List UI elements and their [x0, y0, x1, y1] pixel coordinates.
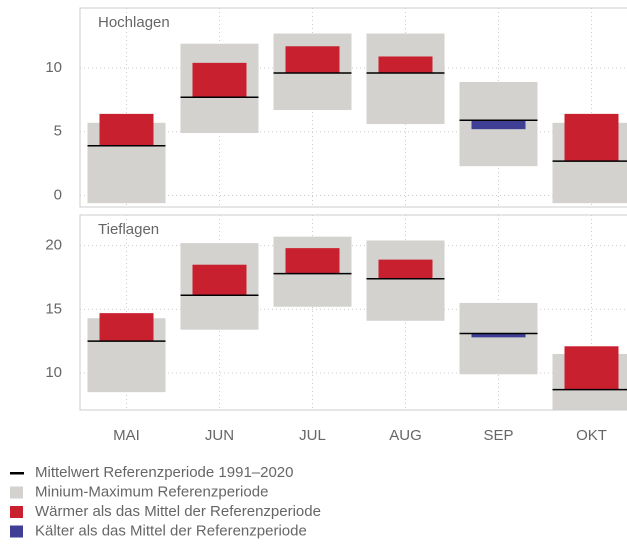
x-tick-label: MAI: [113, 427, 140, 444]
observed-bar: [192, 62, 247, 98]
y-tick-label: 10: [45, 364, 62, 381]
y-tick-label: 10: [45, 59, 62, 76]
x-tick-label: JUN: [205, 427, 234, 444]
x-tick-label: JUL: [299, 427, 326, 444]
legend-swatch: [10, 472, 24, 475]
observed-bar: [471, 120, 526, 130]
panel-title: Hochlagen: [98, 14, 170, 31]
y-tick-label: 0: [54, 186, 62, 203]
y-tick-label: 5: [54, 123, 62, 140]
observed-bar: [99, 113, 154, 146]
panel-frame: [79, 7, 627, 208]
panel-title: Tieflagen: [98, 221, 159, 238]
range-box: [459, 302, 538, 375]
x-tick-label: AUG: [389, 427, 422, 444]
observed-bar: [564, 346, 619, 390]
panel-frame: [79, 214, 627, 411]
observed-bar: [192, 264, 247, 296]
observed-bar: [378, 56, 433, 74]
y-tick-label: 20: [45, 237, 62, 254]
legend-swatch: [10, 486, 23, 499]
legend-swatch: [10, 506, 23, 518]
observed-bar: [564, 113, 619, 162]
y-tick-label: 15: [45, 300, 62, 317]
legend-label: Mittelwert Referenzperiode 1991–2020: [35, 464, 294, 481]
legend-label: Wärmer als das Mittel der Referenzperiod…: [35, 503, 321, 520]
range-box: [366, 33, 445, 125]
legend-label: Minium-Maximum Referenzperiode: [35, 483, 268, 500]
observed-bar: [285, 248, 340, 274]
observed-bar: [285, 46, 340, 74]
observed-bar: [378, 259, 433, 279]
observed-bar: [471, 333, 526, 338]
legend-swatch: [10, 525, 23, 538]
legend-label: Kälter als das Mittel der Referenzperiod…: [35, 522, 307, 539]
x-tick-label: OKT: [576, 427, 607, 444]
x-tick-label: SEP: [483, 427, 513, 444]
range-box: [366, 240, 445, 321]
observed-bar: [99, 313, 154, 342]
